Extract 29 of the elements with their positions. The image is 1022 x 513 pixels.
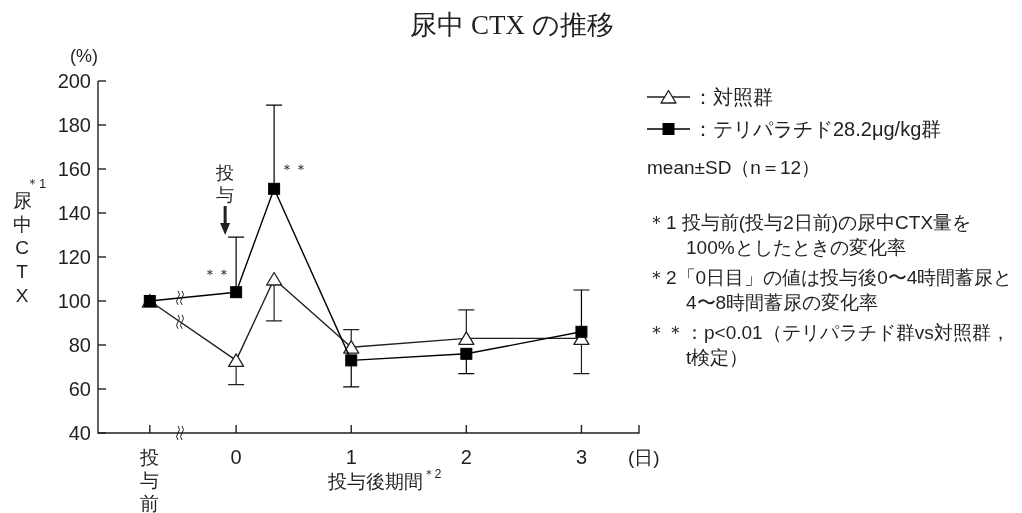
x-tick-label: 3	[575, 446, 588, 468]
x-tick-label: 0	[230, 446, 242, 468]
annotation: ＊＊	[280, 160, 309, 177]
chart-title: 尿中 CTX の推移	[410, 10, 614, 40]
annotation: 投与	[215, 163, 235, 205]
text: (%)	[70, 46, 98, 66]
y-tick-label: 200	[57, 70, 91, 92]
y-tick-label: 40	[68, 422, 91, 444]
text: mean±SD（n＝12）	[647, 156, 821, 178]
legend-label: ：対照群	[693, 86, 773, 108]
y-tick-label: 80	[68, 334, 91, 356]
annotation: ＊＊	[203, 266, 232, 283]
x-axis-title: 投与後期間$^{＊2}$	[326, 467, 442, 492]
text: (日)	[628, 446, 660, 468]
y-tick-label: 60	[68, 378, 91, 400]
text: ＊＊：p<0.01（テリパラチド群vs対照群，t検定）	[647, 321, 1010, 368]
x-tick-label: 1	[345, 446, 357, 468]
y-tick-label: 120	[57, 246, 91, 268]
text: ＊1	[25, 175, 47, 191]
legend-label: ：テリパラチド28.2μg/kg群	[693, 118, 942, 140]
y-tick-label: 180	[57, 114, 91, 136]
y-tick-label: 100	[57, 290, 91, 312]
text: ＊1 投与前(投与2日前)の尿中CTX量を100%としたときの変化率	[647, 211, 972, 258]
y-axis-title: 尿中CTX	[12, 189, 32, 306]
x-tick-label: 投与前	[139, 446, 160, 513]
y-tick-label: 140	[57, 202, 91, 224]
text: ＊2「0日目」の値は投与後0〜4時間蓄尿と4〜8時間蓄尿の変化率	[647, 266, 1013, 313]
y-tick-label: 160	[57, 158, 91, 180]
x-tick-label: 2	[460, 446, 472, 468]
